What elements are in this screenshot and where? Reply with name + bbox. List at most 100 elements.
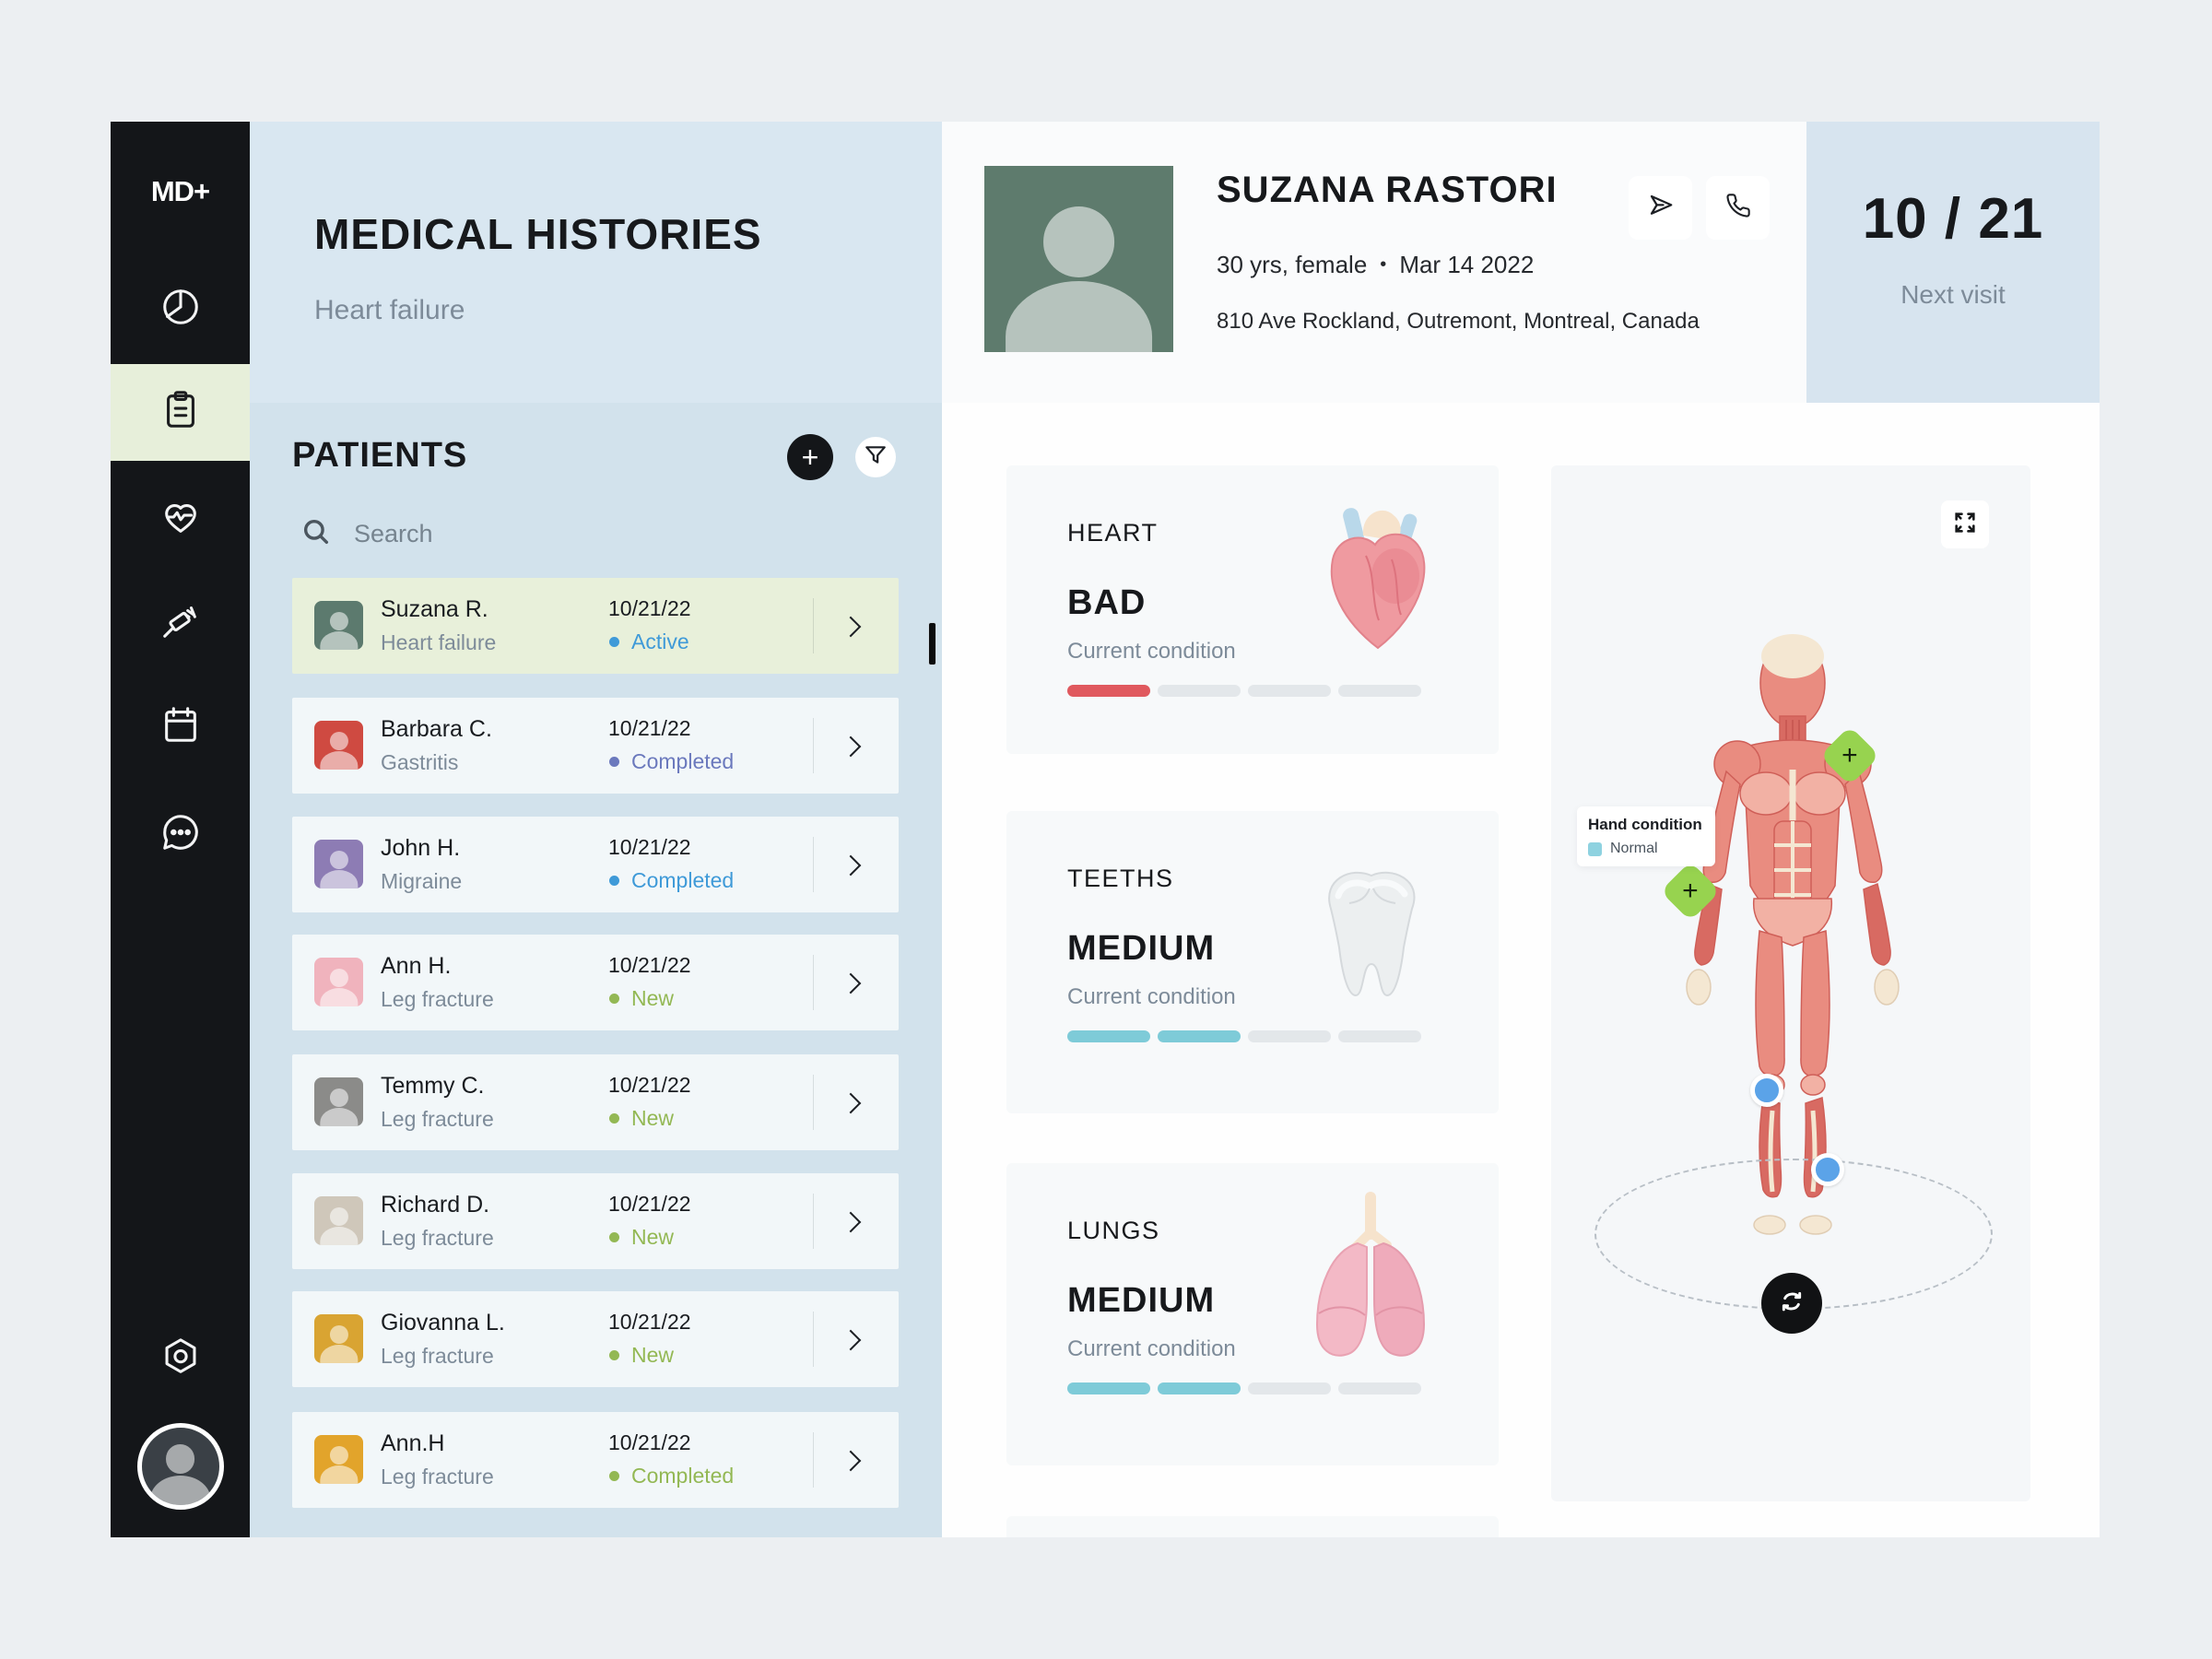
tooltip-title: Hand condition xyxy=(1588,816,1702,833)
lungs-illustration xyxy=(1297,1186,1444,1389)
organ-card-teeth[interactable]: TEETHS MEDIUM Current condition xyxy=(1006,811,1499,1113)
fullscreen-button[interactable] xyxy=(1941,500,1989,548)
sidebar-item-dashboard[interactable] xyxy=(111,265,250,353)
sidebar-item-medical-records[interactable] xyxy=(111,364,250,461)
body-marker-knee[interactable] xyxy=(1750,1074,1783,1107)
patient-avatar xyxy=(314,1077,363,1126)
patient-row[interactable]: Temmy C. Leg fracture 10/21/22 New xyxy=(292,1054,899,1150)
patient-condition: Leg fracture xyxy=(381,1226,494,1250)
phone-icon xyxy=(1725,193,1751,223)
status-label: New xyxy=(631,986,675,1010)
patient-full-name: SUZANA RASTORI xyxy=(1217,170,1558,210)
search-input[interactable] xyxy=(352,518,651,549)
chevron-right-icon[interactable] xyxy=(840,972,862,994)
patient-row[interactable]: Giovanna L. Leg fracture 10/21/22 New xyxy=(292,1291,899,1387)
organ-name: LUNGS xyxy=(1067,1217,1160,1244)
visit-date: 10/21/22 xyxy=(608,1430,691,1454)
status-dot xyxy=(609,994,619,1004)
visit-date: 10/21/22 xyxy=(608,1073,691,1097)
patient-row[interactable]: Barbara C. Gastritis 10/21/22 Completed xyxy=(292,698,899,794)
condition-progress-bar xyxy=(1067,1382,1421,1394)
body-marker-shin[interactable] xyxy=(1811,1153,1844,1186)
chevron-right-icon[interactable] xyxy=(840,1329,862,1351)
chevron-right-icon[interactable] xyxy=(840,1450,862,1472)
organ-name: TEETHS xyxy=(1067,865,1174,892)
status-label: New xyxy=(631,1343,675,1367)
patient-avatar xyxy=(314,721,363,770)
sidebar-item-settings[interactable] xyxy=(111,1314,250,1403)
chevron-right-icon[interactable] xyxy=(840,854,862,877)
condition-color-swatch xyxy=(1588,841,1602,856)
patient-name: Giovanna L. xyxy=(381,1310,505,1335)
patient-name: John H. xyxy=(381,835,461,861)
anatomy-figure xyxy=(1551,465,2030,1506)
patient-age-sex: 30 yrs, female xyxy=(1217,251,1368,278)
sidebar-item-messages[interactable] xyxy=(111,790,250,878)
patient-condition: Leg fracture xyxy=(381,1344,494,1368)
calendar-icon xyxy=(159,703,202,750)
organ-condition-label: Current condition xyxy=(1067,639,1236,664)
chevron-right-icon[interactable] xyxy=(840,1092,862,1114)
expand-icon xyxy=(1952,510,1978,540)
filter-funnel-icon xyxy=(864,443,888,472)
patient-name: Barbara C. xyxy=(381,716,492,742)
sidebar-item-health[interactable] xyxy=(111,475,250,563)
patient-row[interactable]: Ann H. Leg fracture 10/21/22 New xyxy=(292,935,899,1030)
patient-meta: 30 yrs, female • Mar 14 2022 xyxy=(1217,251,1534,279)
plus-icon: + xyxy=(1841,740,1858,771)
filter-button[interactable] xyxy=(855,437,896,477)
page-subtitle: Heart failure xyxy=(314,295,465,325)
rotate-body-button[interactable] xyxy=(1761,1273,1822,1334)
call-button[interactable] xyxy=(1706,176,1770,240)
sidebar: MD+ xyxy=(111,122,250,1537)
patient-row[interactable]: Ann.H Leg fracture 10/21/22 Completed xyxy=(292,1412,899,1508)
status-dot xyxy=(609,1113,619,1124)
heart-illustration xyxy=(1311,491,1449,666)
record-date: Mar 14 2022 xyxy=(1399,251,1535,278)
chevron-right-icon[interactable] xyxy=(840,1211,862,1233)
visit-date: 10/21/22 xyxy=(608,835,691,859)
patient-avatar xyxy=(314,601,363,650)
organ-condition-label: Current condition xyxy=(1067,1336,1236,1361)
hand-condition-tooltip: Hand condition Normal xyxy=(1577,806,1715,866)
visit-date: 10/21/22 xyxy=(608,1310,691,1334)
sidebar-item-calendar[interactable] xyxy=(111,682,250,771)
patient-avatar xyxy=(314,840,363,888)
patient-row[interactable]: Suzana R. Heart failure 10/21/22 Active xyxy=(292,578,899,674)
patient-condition: Heart failure xyxy=(381,630,497,654)
row-divider xyxy=(813,1075,814,1130)
status-dot xyxy=(609,637,619,647)
body-3d-view[interactable]: + + Hand condition Normal xyxy=(1551,465,2030,1501)
status-dot xyxy=(609,1471,619,1481)
visit-date: 10/21/22 xyxy=(608,953,691,977)
status-dot xyxy=(609,876,619,886)
app-window: MD+ xyxy=(111,122,2100,1537)
sidebar-item-treatments[interactable] xyxy=(111,578,250,666)
status-label: New xyxy=(631,1225,675,1249)
patient-row[interactable]: John H. Migraine 10/21/22 Completed xyxy=(292,817,899,912)
user-profile-button[interactable] xyxy=(111,1423,250,1510)
add-patient-button[interactable]: + xyxy=(787,434,833,480)
chevron-right-icon[interactable] xyxy=(840,735,862,758)
clipboard-icon xyxy=(159,389,202,436)
chevron-right-icon[interactable] xyxy=(840,616,862,638)
visit-date: 10/21/22 xyxy=(608,596,691,620)
patient-profile-header: SUZANA RASTORI 30 yrs, female • Mar 14 2… xyxy=(942,122,1806,403)
tooltip-value: Normal xyxy=(1610,841,1658,856)
patient-avatar xyxy=(314,958,363,1006)
list-scrollbar[interactable] xyxy=(928,622,936,665)
organ-card-heart[interactable]: HEART BAD Current condition xyxy=(1006,465,1499,754)
patient-row[interactable]: Richard D. Leg fracture 10/21/22 New xyxy=(292,1173,899,1269)
app-logo: MD+ xyxy=(150,175,210,207)
condition-progress-bar xyxy=(1067,1030,1421,1042)
page-header: MEDICAL HISTORIES Heart failure xyxy=(250,122,942,403)
organ-card-lungs[interactable]: LUNGS MEDIUM Current condition xyxy=(1006,1163,1499,1465)
next-visit-card: 10 / 21 Next visit xyxy=(1806,122,2100,403)
user-avatar xyxy=(136,1423,224,1510)
status-label: Completed xyxy=(631,1464,735,1488)
status-label: Completed xyxy=(631,749,735,773)
heart-pulse-icon xyxy=(159,496,202,543)
visit-date: 10/21/22 xyxy=(608,1192,691,1216)
search-bar xyxy=(300,512,688,556)
send-message-button[interactable] xyxy=(1629,176,1692,240)
